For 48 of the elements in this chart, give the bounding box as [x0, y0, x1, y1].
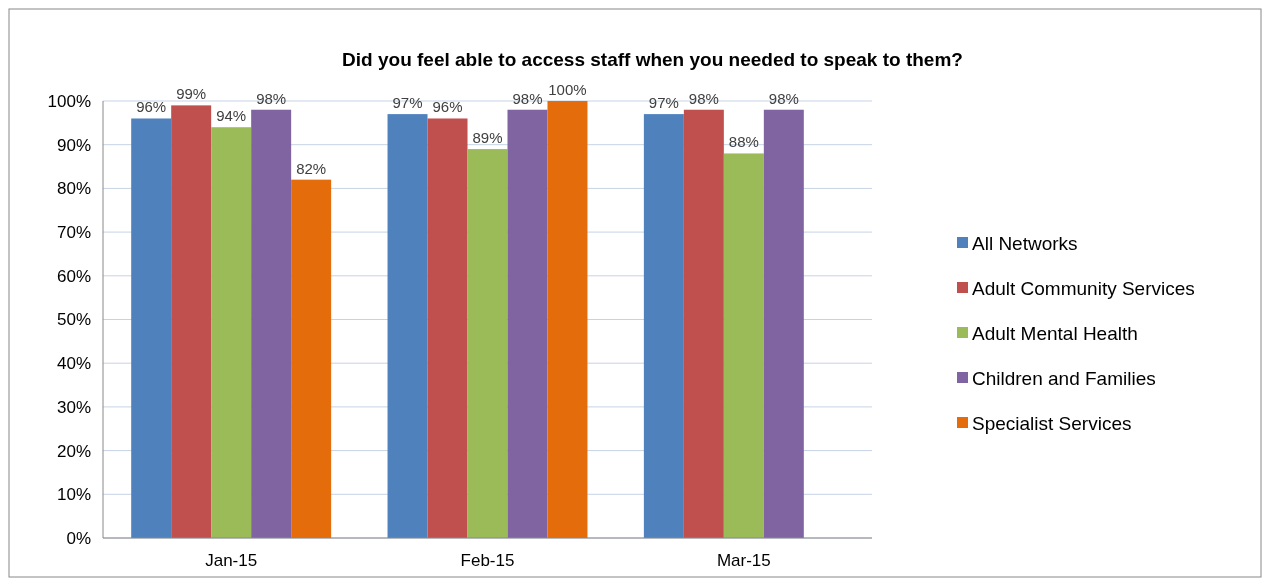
data-label: 96%	[136, 98, 167, 116]
bar	[507, 109, 548, 538]
data-label: 97%	[648, 94, 679, 112]
y-tick-label: 10%	[56, 485, 91, 505]
legend-label: Adult Community Services	[972, 277, 1195, 299]
data-label: 98%	[768, 89, 799, 107]
data-label: 89%	[472, 129, 503, 147]
bar	[763, 109, 804, 538]
y-tick-label: 70%	[56, 223, 91, 243]
data-label: 97%	[392, 94, 423, 112]
data-label: 98%	[512, 89, 543, 107]
data-label: 82%	[296, 159, 327, 177]
y-tick-label: 0%	[66, 528, 91, 548]
data-label: 94%	[216, 107, 247, 125]
x-tick-label: Mar-15	[716, 551, 771, 570]
y-tick-label: 20%	[56, 441, 91, 461]
bar	[387, 114, 428, 538]
data-label: 98%	[256, 89, 287, 107]
y-tick-label: 90%	[56, 135, 91, 155]
bar	[171, 105, 212, 538]
bar	[211, 127, 252, 538]
legend-label: All Networks	[972, 232, 1078, 254]
x-tick-label: Feb-15	[460, 551, 515, 570]
y-tick-label: 60%	[56, 266, 91, 286]
y-tick-label: 80%	[56, 179, 91, 199]
bar	[291, 179, 332, 538]
chart-title: Did you feel able to access staff when you needed to speak to them?	[342, 49, 963, 70]
bar	[467, 149, 508, 538]
legend-label: Adult Mental Health	[972, 322, 1138, 344]
legend-label: Specialist Services	[972, 412, 1132, 434]
y-tick-label: 50%	[56, 310, 91, 330]
y-tick-label: 40%	[56, 354, 91, 374]
data-label: 88%	[728, 133, 759, 151]
y-tick-label: 30%	[56, 397, 91, 417]
y-tick-label: 100%	[47, 91, 91, 111]
bar	[547, 101, 588, 538]
data-label: 99%	[176, 85, 207, 103]
data-label: 100%	[548, 81, 587, 98]
x-tick-label: Jan-15	[205, 551, 258, 570]
legend-label: Children and Families	[972, 367, 1156, 389]
bar	[643, 114, 684, 538]
data-label: 96%	[432, 98, 463, 116]
bar	[427, 118, 468, 538]
bar	[683, 109, 724, 538]
data-label: 98%	[688, 89, 719, 107]
bar	[131, 118, 172, 538]
bar	[723, 153, 764, 538]
bar	[251, 109, 292, 538]
